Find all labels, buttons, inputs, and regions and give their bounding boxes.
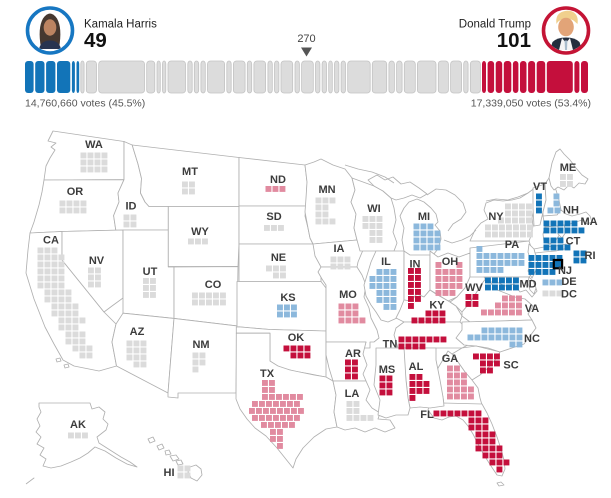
svg-text:NC: NC xyxy=(524,333,540,345)
svg-text:TX: TX xyxy=(260,368,275,380)
svg-text:OR: OR xyxy=(67,186,84,198)
svg-text:CT: CT xyxy=(566,236,581,248)
svg-text:CA: CA xyxy=(43,235,59,247)
svg-text:HI: HI xyxy=(164,467,175,479)
svg-text:49: 49 xyxy=(84,29,107,52)
svg-text:ND: ND xyxy=(270,174,286,186)
svg-text:PA: PA xyxy=(505,239,520,251)
svg-text:NJ: NJ xyxy=(558,265,572,277)
svg-text:NE: NE xyxy=(271,252,286,264)
svg-text:OK: OK xyxy=(288,332,305,344)
svg-text:WV: WV xyxy=(465,282,483,294)
svg-text:SD: SD xyxy=(266,211,281,223)
svg-text:14,760,660 votes (45.5%): 14,760,660 votes (45.5%) xyxy=(25,98,145,110)
svg-text:VA: VA xyxy=(525,303,540,315)
svg-text:AL: AL xyxy=(409,361,424,373)
svg-text:RI: RI xyxy=(585,250,596,262)
svg-text:DC: DC xyxy=(561,289,577,301)
svg-text:VT: VT xyxy=(533,181,547,193)
svg-text:MA: MA xyxy=(580,216,597,228)
svg-text:101: 101 xyxy=(497,29,531,52)
svg-text:TN: TN xyxy=(383,339,398,351)
svg-text:17,339,050 votes (53.4%): 17,339,050 votes (53.4%) xyxy=(471,98,591,110)
svg-text:MN: MN xyxy=(318,184,335,196)
svg-text:IL: IL xyxy=(381,256,391,268)
svg-text:Donald Trump: Donald Trump xyxy=(459,19,531,31)
svg-text:IA: IA xyxy=(334,243,345,255)
svg-text:Kamala Harris: Kamala Harris xyxy=(84,19,157,31)
svg-text:270: 270 xyxy=(297,33,315,45)
svg-text:MS: MS xyxy=(379,364,396,376)
svg-text:IN: IN xyxy=(410,259,421,271)
svg-text:AZ: AZ xyxy=(130,326,145,338)
svg-text:MO: MO xyxy=(339,289,357,301)
svg-text:KY: KY xyxy=(429,300,445,312)
svg-text:MI: MI xyxy=(418,211,430,223)
svg-text:NM: NM xyxy=(192,339,209,351)
svg-text:OH: OH xyxy=(442,256,459,268)
svg-text:NV: NV xyxy=(89,255,105,267)
svg-text:NY: NY xyxy=(488,211,504,223)
svg-text:MT: MT xyxy=(182,166,198,178)
svg-text:FL: FL xyxy=(420,409,434,421)
svg-text:CO: CO xyxy=(205,279,222,291)
svg-text:WY: WY xyxy=(191,226,209,238)
svg-text:ID: ID xyxy=(126,201,137,213)
svg-text:WA: WA xyxy=(85,139,103,151)
svg-text:SC: SC xyxy=(503,360,518,372)
svg-text:ME: ME xyxy=(560,162,577,174)
svg-text:KS: KS xyxy=(280,292,295,304)
svg-text:DE: DE xyxy=(561,276,576,288)
svg-text:NH: NH xyxy=(563,205,579,217)
svg-text:WI: WI xyxy=(367,203,380,215)
svg-text:AR: AR xyxy=(345,348,361,360)
svg-text:UT: UT xyxy=(143,266,158,278)
svg-text:MD: MD xyxy=(519,279,536,291)
svg-text:GA: GA xyxy=(442,353,459,365)
svg-text:LA: LA xyxy=(345,388,360,400)
svg-text:AK: AK xyxy=(70,419,86,431)
